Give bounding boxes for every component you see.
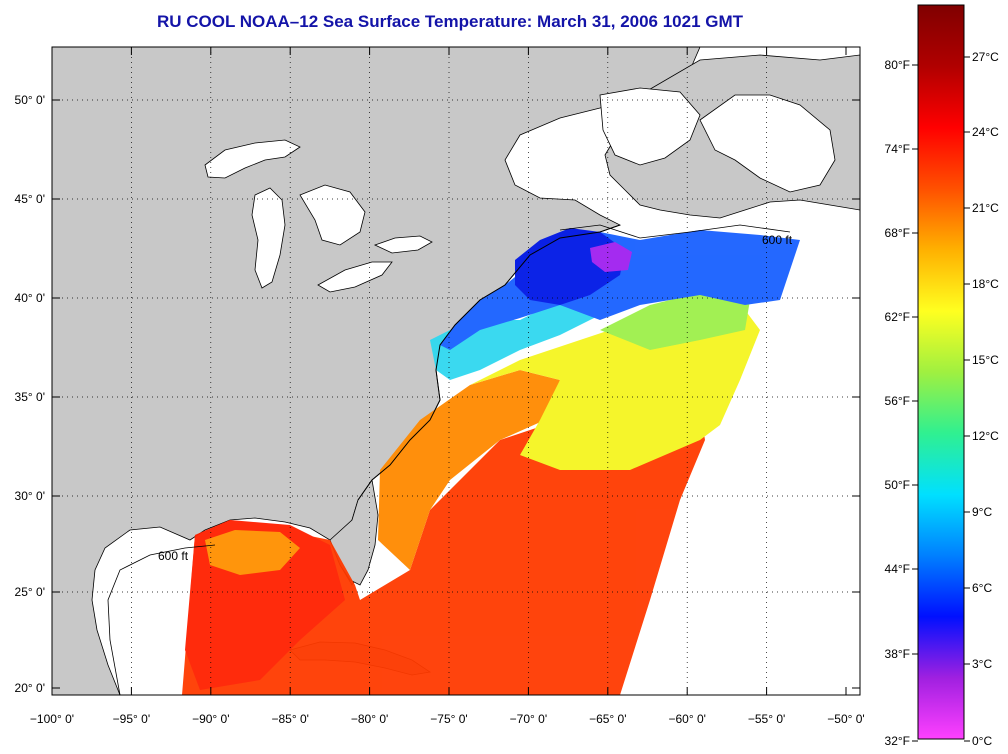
colorbar xyxy=(917,4,965,740)
lake-erie xyxy=(317,261,393,293)
map-frame xyxy=(51,46,861,696)
lake-superior xyxy=(204,139,301,179)
swath-orange xyxy=(378,370,560,570)
c-label: 3°C xyxy=(972,657,992,671)
lat-label: 25° 0' xyxy=(15,585,45,599)
isobath-600ft xyxy=(107,544,216,695)
f-label: 44°F xyxy=(885,562,910,576)
swath-blue xyxy=(440,230,800,350)
colorbar-celsius-scale: 27°C 24°C 21°C 18°C 15°C 12°C 9°C 6°C 3°C 0°C xyxy=(964,50,999,748)
land-newfoundland xyxy=(699,94,836,193)
lon-label: −90° 0' xyxy=(192,712,229,726)
c-label: 18°C xyxy=(972,277,999,291)
f-label: 50°F xyxy=(885,478,910,492)
lat-label: 40° 0' xyxy=(15,291,45,305)
swath-gulf-orange xyxy=(205,530,300,575)
lon-label: −65° 0' xyxy=(589,712,626,726)
lake-michigan xyxy=(251,187,286,289)
isobath-label-north: 600 ft xyxy=(762,233,793,247)
lat-label: 35° 0' xyxy=(15,390,45,404)
c-label: 9°C xyxy=(972,505,992,519)
coastline xyxy=(357,224,621,501)
graticule xyxy=(52,47,860,695)
isobath-label: 600 ft xyxy=(158,549,189,563)
colorbar-fahrenheit-scale: 80°F 74°F 68°F 62°F 56°F 50°F 44°F 38°F 32°F xyxy=(885,58,918,748)
map-title: RU COOL NOAA–12 Sea Surface Temperature:… xyxy=(156,12,744,31)
f-label: 74°F xyxy=(885,142,910,156)
lon-label: −95° 0' xyxy=(113,712,150,726)
lon-label: −50° 0' xyxy=(827,712,864,726)
f-label: 38°F xyxy=(885,647,910,661)
f-label: 56°F xyxy=(885,394,910,408)
c-label: 24°C xyxy=(972,125,999,139)
lon-label: −85° 0' xyxy=(271,712,308,726)
swath-green xyxy=(600,290,750,350)
lon-label: −70° 0' xyxy=(510,712,547,726)
f-label: 32°F xyxy=(885,734,910,748)
lat-label: 50° 0' xyxy=(15,93,45,107)
c-label: 27°C xyxy=(972,50,999,64)
lon-label: −60° 0' xyxy=(668,712,705,726)
f-label: 80°F xyxy=(885,58,910,72)
lat-label: 45° 0' xyxy=(15,192,45,206)
gulf-st-lawrence xyxy=(599,87,701,166)
lat-label: 30° 0' xyxy=(15,489,45,503)
lon-label: −100° 0' xyxy=(30,712,74,726)
c-label: 6°C xyxy=(972,581,992,595)
lat-label: 20° 0' xyxy=(15,681,45,695)
lake-huron xyxy=(299,184,366,246)
c-label: 15°C xyxy=(972,353,999,367)
longitude-axis: −100° 0' −95° 0' −90° 0' −85° 0' −80° 0' −75°… xyxy=(30,47,865,726)
isobath-600ft-north xyxy=(559,224,791,239)
lon-label: −75° 0' xyxy=(430,712,467,726)
lon-label: −80° 0' xyxy=(351,712,388,726)
f-label: 68°F xyxy=(885,226,910,240)
c-label: 0°C xyxy=(972,734,992,748)
swath-purple xyxy=(590,242,632,272)
f-label: 62°F xyxy=(885,310,910,324)
c-label: 21°C xyxy=(972,201,999,215)
lake-ontario xyxy=(373,235,433,254)
lon-label: −55° 0' xyxy=(748,712,785,726)
latitude-axis: 50° 0' 45° 0' 40° 0' 35° 0' 30° 0' 25° 0' 20° … xyxy=(15,93,860,695)
c-label: 12°C xyxy=(972,429,999,443)
